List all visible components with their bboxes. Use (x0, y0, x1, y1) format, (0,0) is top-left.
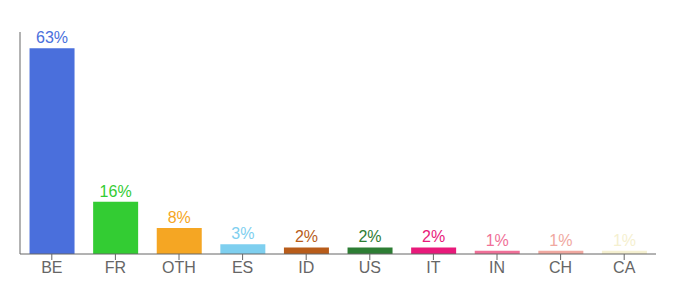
svg-text:63%: 63% (36, 29, 68, 46)
svg-text:1%: 1% (613, 232, 636, 249)
svg-text:ID: ID (298, 259, 314, 276)
svg-text:CA: CA (613, 259, 636, 276)
svg-text:US: US (359, 259, 381, 276)
svg-text:2%: 2% (422, 228, 445, 245)
svg-text:FR: FR (105, 259, 126, 276)
svg-text:BE: BE (41, 259, 62, 276)
svg-text:OTH: OTH (162, 259, 196, 276)
svg-text:ES: ES (232, 259, 253, 276)
svg-text:1%: 1% (486, 232, 509, 249)
svg-text:2%: 2% (358, 228, 381, 245)
svg-text:8%: 8% (168, 209, 191, 226)
svg-text:1%: 1% (549, 232, 572, 249)
svg-text:CH: CH (549, 259, 572, 276)
svg-text:3%: 3% (231, 225, 254, 242)
svg-text:IT: IT (426, 259, 440, 276)
svg-text:IN: IN (489, 259, 505, 276)
svg-text:16%: 16% (100, 183, 132, 200)
svg-text:2%: 2% (295, 228, 318, 245)
